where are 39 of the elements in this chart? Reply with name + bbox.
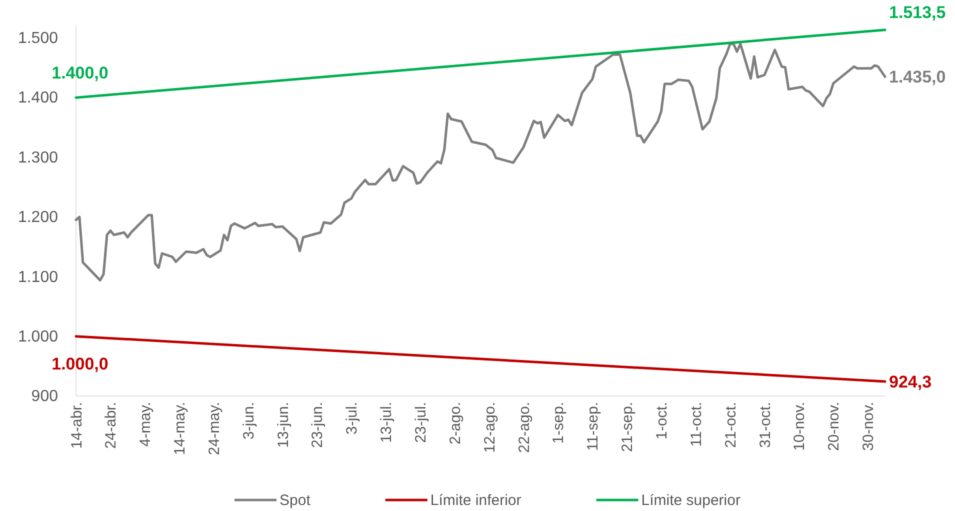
data-label: 1.513,5 xyxy=(889,2,946,22)
x-tick-label: 12-ago. xyxy=(481,402,498,453)
x-tick-label: 11-oct. xyxy=(688,402,705,447)
x-tick-label: 2-ago. xyxy=(446,402,464,445)
x-tick-label: 31-oct. xyxy=(756,402,774,448)
x-tick-label: 23-jun. xyxy=(309,402,326,448)
legend-label: Límite superior xyxy=(641,492,740,509)
x-tick-label: 14-may. xyxy=(172,402,189,456)
x-tick-label: 23-jul. xyxy=(412,402,430,443)
x-tick-label: 21-oct. xyxy=(722,402,740,448)
x-tick-label: 24-may. xyxy=(206,402,223,456)
data-label: 1.000,0 xyxy=(52,354,108,374)
y-tick-label: 1.200 xyxy=(18,209,58,226)
x-tick-label: 11-sep. xyxy=(584,402,602,451)
y-tick-label: 1.300 xyxy=(18,149,58,166)
x-tick-label: 1-sep. xyxy=(550,402,568,444)
x-tick-label: 30-nov. xyxy=(860,402,878,451)
data-label: 1.435,0 xyxy=(889,68,946,87)
y-tick-label: 1.400 xyxy=(18,90,58,107)
x-tick-label: 10-nov. xyxy=(791,402,808,451)
x-tick-label: 4-may. xyxy=(137,402,154,447)
y-tick-label: 1.100 xyxy=(18,268,58,286)
y-tick-label: 900 xyxy=(31,388,58,406)
x-tick-label: 1-oct. xyxy=(653,402,670,440)
y-tick-label: 1.500 xyxy=(18,30,58,48)
x-tick-label: 13-jul. xyxy=(378,402,396,443)
y-tick-label: 1.000 xyxy=(18,328,58,346)
x-tick-label: 20-nov. xyxy=(826,402,843,451)
x-tick-label: 3-jul. xyxy=(344,402,361,435)
legend-label: Spot xyxy=(280,492,312,509)
legend-label: Límite inferior xyxy=(430,492,522,509)
x-tick-label: 13-jun. xyxy=(274,402,292,448)
data-label: 1.400,0 xyxy=(52,64,108,83)
x-tick-label: 14-abr. xyxy=(68,402,86,449)
data-label: 924,3 xyxy=(889,372,932,392)
x-tick-label: 24-abr. xyxy=(102,402,120,449)
x-tick-label: 21-sep. xyxy=(619,402,636,452)
x-tick-label: 3-jun. xyxy=(240,402,258,440)
x-tick-label: 22-ago. xyxy=(516,402,533,453)
